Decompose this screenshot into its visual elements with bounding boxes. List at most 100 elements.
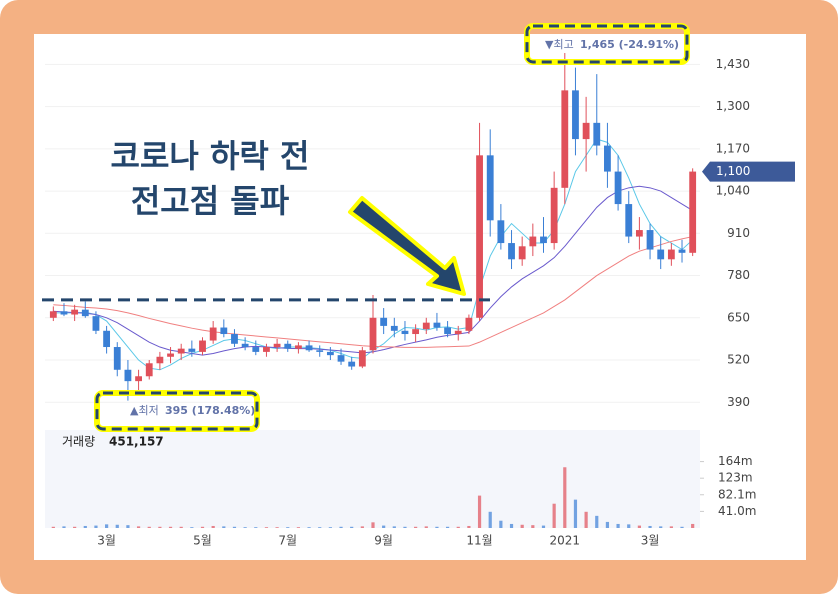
candle-body <box>508 243 515 260</box>
volume-bar <box>73 526 77 528</box>
candle-body <box>263 347 270 352</box>
candle-body <box>316 350 324 352</box>
x-tick-label: 3월 <box>641 534 660 548</box>
volume-bar <box>232 526 237 528</box>
candle-body <box>422 322 430 330</box>
volume-bar <box>264 527 269 528</box>
volume-bar <box>584 511 588 528</box>
candle-body <box>295 345 302 349</box>
candle-body <box>444 327 451 335</box>
volume-bar <box>126 525 130 528</box>
volume-bar <box>520 524 524 528</box>
volume-bar <box>563 467 567 528</box>
candle-body <box>550 187 558 244</box>
y-tick-label: 520 <box>727 353 750 367</box>
candle-body <box>667 249 675 260</box>
volume-bar <box>403 526 407 528</box>
candle-body <box>167 353 174 357</box>
volume-bar <box>158 526 162 528</box>
candle-body <box>689 171 697 253</box>
candle-body <box>412 329 420 335</box>
candle-body <box>454 330 462 335</box>
y-tick-label: 910 <box>727 226 750 240</box>
candle-body <box>401 330 409 335</box>
annotation: 전고점 돌파 <box>131 182 290 220</box>
y-tick-label: 650 <box>727 310 750 324</box>
volume-bar <box>445 526 450 528</box>
volume-bar <box>414 526 418 528</box>
volume-bar <box>147 526 151 528</box>
volume-bar <box>637 525 641 528</box>
volume-bar <box>136 526 141 528</box>
candle-body <box>220 327 228 335</box>
x-tick-label: 2021 <box>550 534 581 548</box>
candle-body <box>497 220 505 244</box>
low-note: 395 (178.48%) <box>165 404 255 417</box>
volume-bar <box>296 527 301 528</box>
candle-body <box>572 90 579 140</box>
volume-bar <box>286 527 290 528</box>
volume-bar <box>605 521 610 528</box>
candle-body <box>241 343 249 348</box>
candle-body <box>486 155 494 221</box>
volume-info: 451,157 <box>109 435 164 449</box>
volume-title: 거래량 <box>62 435 95 449</box>
volume-bar <box>616 523 620 528</box>
volume-bar <box>499 520 503 528</box>
y-tick-label: 390 <box>727 395 750 409</box>
candle-body <box>657 249 665 260</box>
candle-body <box>231 334 238 344</box>
candle-body <box>625 204 633 237</box>
candle-body <box>540 236 547 244</box>
volume-bar <box>254 527 258 528</box>
volume-bar <box>456 526 460 528</box>
candle-body <box>305 345 313 351</box>
volume-bar <box>595 515 599 528</box>
volume-bar <box>307 527 311 528</box>
volume-bar <box>382 525 386 528</box>
volume-bar <box>680 526 684 528</box>
candle-body <box>433 322 441 328</box>
volume-bar <box>509 523 514 528</box>
volume-bar <box>360 526 364 528</box>
volume-bar <box>477 495 482 528</box>
price-tag-label: 1,100 <box>716 164 750 178</box>
candle-body <box>518 246 526 260</box>
volume-bar <box>318 527 322 528</box>
candle-body <box>81 309 89 317</box>
volume-bar <box>627 524 631 528</box>
candle-body <box>124 369 132 382</box>
volume-bar <box>531 525 535 528</box>
candle-body <box>71 309 79 315</box>
candle-body <box>337 355 345 362</box>
volume-bar <box>392 526 396 528</box>
volume-bar <box>83 525 87 528</box>
volume-bar <box>62 526 66 528</box>
volume-bar <box>339 526 343 528</box>
volume-bar <box>105 524 109 528</box>
plot: 390 650 780 910 1,040 1,170 1,300 1,430 520 41.0m… <box>45 52 756 548</box>
x-tick-label: 7월 <box>278 534 297 548</box>
volume-bar <box>328 527 332 528</box>
candle-body <box>49 311 57 318</box>
volume-bar <box>488 511 492 528</box>
candle-body <box>380 317 388 326</box>
candle-body <box>103 330 111 348</box>
x-tick-label: 11월 <box>466 534 492 548</box>
candle-body <box>209 327 217 341</box>
low-prefix: ▲최저 <box>130 404 159 417</box>
candle-body <box>561 90 569 188</box>
y-tick-label: 1,430 <box>716 57 750 71</box>
volume-tick-label: 82.1m <box>718 487 756 501</box>
volume-bar <box>552 503 556 528</box>
volume-bar <box>541 525 546 528</box>
highlight-box <box>525 24 689 64</box>
candle-body <box>113 347 121 370</box>
price-tag <box>702 161 795 182</box>
candle-body <box>199 340 206 352</box>
candle-body <box>614 171 622 205</box>
candle-body <box>529 236 537 247</box>
volume-bar <box>275 527 279 528</box>
candle-body <box>177 348 185 354</box>
volume-bar <box>573 499 578 528</box>
